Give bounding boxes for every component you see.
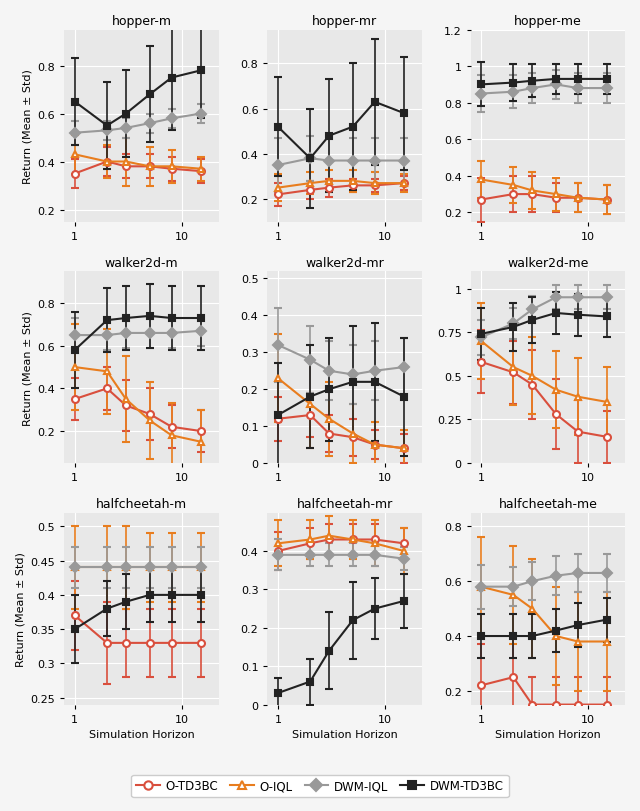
Title: walker2d-me: walker2d-me	[507, 256, 589, 269]
Title: walker2d-m: walker2d-m	[105, 256, 179, 269]
Title: hopper-m: hopper-m	[111, 15, 172, 28]
Title: halfcheetah-me: halfcheetah-me	[499, 497, 597, 510]
Title: walker2d-mr: walker2d-mr	[305, 256, 384, 269]
Y-axis label: Return (Mean ± Std): Return (Mean ± Std)	[22, 311, 32, 425]
Y-axis label: Return (Mean ± Std): Return (Mean ± Std)	[22, 69, 32, 184]
Title: halfcheetah-mr: halfcheetah-mr	[296, 497, 393, 510]
Title: halfcheetah-m: halfcheetah-m	[96, 497, 187, 510]
X-axis label: Simulation Horizon: Simulation Horizon	[89, 729, 195, 740]
X-axis label: Simulation Horizon: Simulation Horizon	[292, 729, 397, 740]
X-axis label: Simulation Horizon: Simulation Horizon	[495, 729, 601, 740]
Title: hopper-me: hopper-me	[514, 15, 582, 28]
Title: hopper-mr: hopper-mr	[312, 15, 377, 28]
Y-axis label: Return (Mean ± Std): Return (Mean ± Std)	[15, 551, 25, 666]
Legend: O-TD3BC, O-IQL, DWM-IQL, DWM-TD3BC: O-TD3BC, O-IQL, DWM-IQL, DWM-TD3BC	[131, 775, 509, 797]
